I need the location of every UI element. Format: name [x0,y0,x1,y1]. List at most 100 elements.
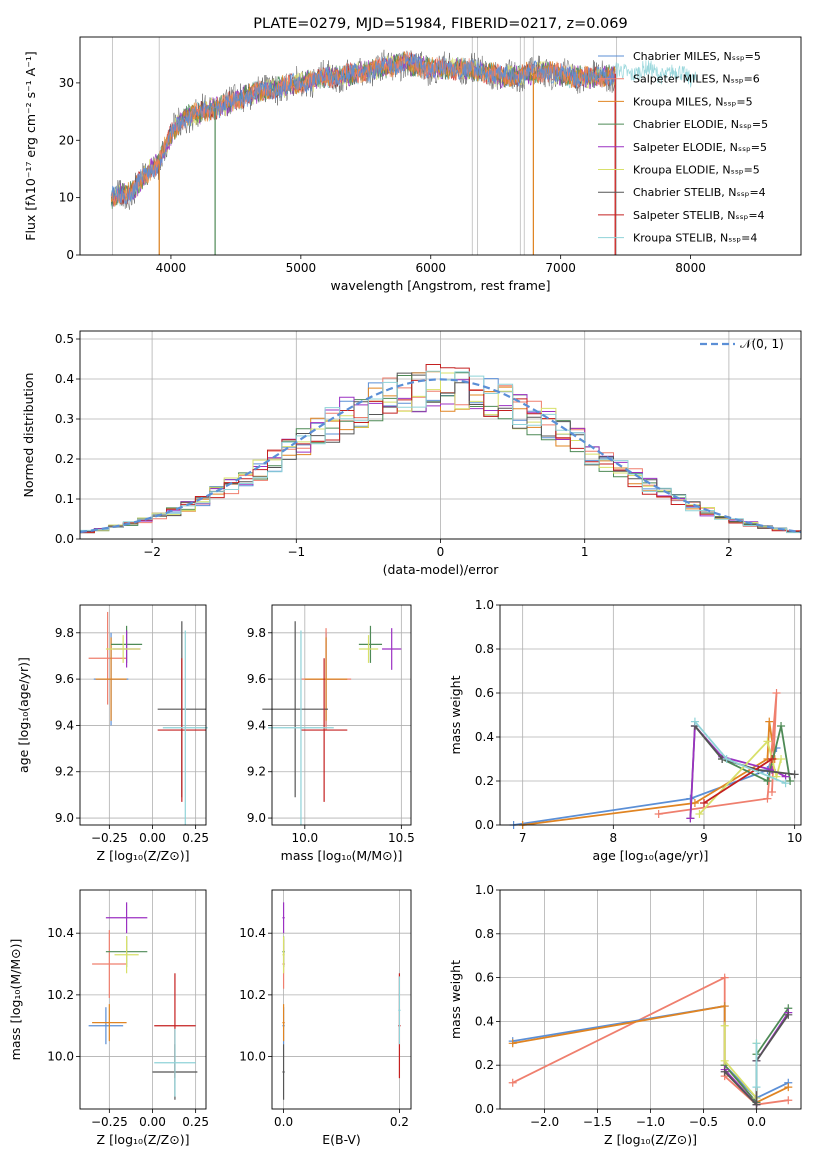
y-tick-label: 9.2 [247,765,266,779]
histogram-group [80,364,801,534]
legend-label: Salpeter MILES, Nₛₛₚ=6 [633,73,760,86]
legend-label: Kroupa MILES, Nₛₛₚ=5 [633,95,753,108]
legend-label: Chabrier ELODIE, Nₛₛₚ=5 [633,118,768,131]
axes-frame [499,889,802,1110]
x-tick-label: 0.00 [139,1115,166,1129]
y-tick-label: 9.4 [247,718,266,732]
y-tick-label: 0.2 [475,1058,494,1072]
y-tick-label: 0 [66,248,74,262]
weight-marker-3 [763,777,772,785]
weight-marker-7 [767,755,776,763]
x-tick-label: 0 [437,545,445,559]
weight-series-0 [513,747,778,826]
weight-marker-1 [654,810,663,818]
y-tick-label: 0.4 [475,1014,494,1028]
spectrum-series-2 [110,51,616,207]
y-tick-label: 0.8 [475,642,494,656]
weight-marker-5 [763,737,772,746]
y-tick-label: 9.4 [55,718,74,732]
y-tick-label: 0.4 [475,730,494,744]
y-tick-label: 10.2 [239,988,266,1002]
weight-marker-8 [752,1083,761,1092]
y-tick-label: 0.0 [55,532,74,546]
weight-marker-5 [720,1056,729,1065]
x-axis-label: Z [log₁₀(Z/Z⊙)] [97,848,190,863]
weight-marker-2 [690,799,699,807]
y-tick-label: 0.8 [475,927,494,941]
y-tick-label: 0.5 [55,332,74,346]
x-tick-label: −2 [143,545,161,559]
x-tick-label: −0.25 [91,831,128,845]
axes-frame [79,604,207,826]
x-tick-label: 0.00 [139,831,166,845]
axes-frame [79,36,802,256]
x-tick-label: −1.0 [636,1115,665,1129]
y-tick-label: 0.2 [55,452,74,466]
x-tick-label: −1 [287,545,305,559]
x-tick-label: 1 [581,545,589,559]
x-tick-label: 6000 [415,261,446,275]
weight-marker-3 [777,722,786,730]
y-tick-label: 1.0 [475,883,494,897]
weight-marker-7 [699,799,708,807]
legend-label: Chabrier STELIB, Nₛₛₚ=4 [633,186,766,199]
weight-marker-5 [720,1021,729,1030]
weight-marker-8 [722,755,731,763]
weight-marker-1 [784,1096,793,1105]
y-tick-label: 10.0 [239,1050,266,1064]
x-axis-label: age [log₁₀(age/yr)] [593,848,709,863]
weight-marker-1 [772,689,781,697]
weight-marker-1 [720,973,729,982]
y-axis-label: mass [log₁₀(M/M⊙)] [8,939,23,1061]
x-tick-label: −2.0 [530,1115,559,1129]
x-axis-label: (data-model)/error [383,562,500,577]
axes-frame [79,889,207,1110]
weight-marker-5 [777,755,786,763]
legend-label: Kroupa STELIB, Nₛₛₚ=4 [633,232,757,245]
x-tick-label: 0.25 [182,831,209,845]
x-tick-label: 4000 [156,261,187,275]
y-tick-label: 10 [59,191,74,205]
axes-frame [271,604,412,826]
x-axis-label: Z [log₁₀(Z/Z⊙)] [97,1132,190,1147]
weight-marker-1 [508,1078,517,1087]
weight-marker-2 [720,1002,729,1011]
y-tick-label: 10.0 [47,1050,74,1064]
x-axis-label: mass [log₁₀(M/M⊙)] [281,848,403,863]
weight-marker-6 [790,770,799,779]
weight-marker-8 [752,1039,761,1048]
weight-marker-6 [784,1010,793,1019]
x-tick-label: 10.5 [388,831,415,845]
histogram-series-8 [80,370,801,534]
legend-label: Salpeter STELIB, Nₛₛₚ=4 [633,209,765,222]
x-tick-label: 9 [700,831,708,845]
y-tick-label: 30 [59,76,74,90]
chart-title: PLATE=0279, MJD=51984, FIBERID=0217, z=0… [253,16,627,32]
weight-marker-4 [686,814,695,823]
x-tick-label: 7000 [545,261,576,275]
weight-marker-2 [765,717,774,726]
y-tick-label: 9.0 [247,811,266,825]
axes-frame [499,604,802,826]
weight-marker-2 [508,1039,517,1048]
y-tick-label: 9.8 [247,626,266,640]
y-axis-label: Flux [fλ10⁻¹⁷ erg cm⁻² s⁻¹ A⁻¹] [23,51,38,240]
y-tick-label: 9.0 [55,811,74,825]
x-tick-label: −0.5 [689,1115,718,1129]
spectrum-lines [110,37,698,255]
y-tick-label: 9.2 [55,765,74,779]
weight-marker-3 [786,777,795,785]
x-axis-label: E(B-V) [322,1132,361,1147]
x-tick-label: 0.25 [182,1115,209,1129]
weight-marker-1 [767,788,776,796]
y-axis-label: Normed distribution [21,373,36,498]
y-tick-label: 0.6 [475,686,494,700]
weight-marker-6 [752,1100,761,1109]
x-tick-label: 10.0 [291,831,318,845]
y-tick-label: 10.4 [239,926,266,940]
y-tick-label: 9.6 [247,672,266,686]
x-tick-label: 8 [610,831,618,845]
y-tick-label: 10.4 [47,926,74,940]
legend-label: Chabrier MILES, Nₛₛₚ=5 [633,50,761,63]
weight-marker-8 [781,779,790,788]
